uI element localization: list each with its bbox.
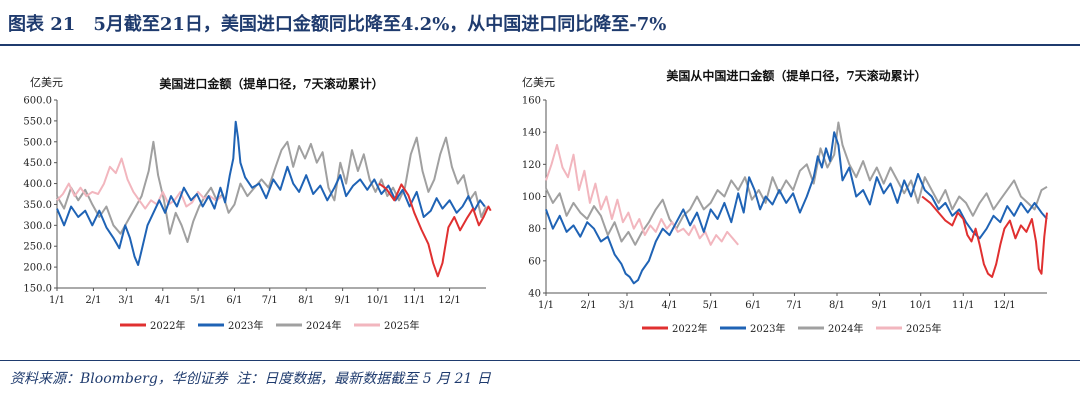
y-tick-label: 150.0 bbox=[23, 284, 52, 295]
x-tick-label: 11/1 bbox=[952, 300, 974, 311]
y-unit-label: 亿美元 bbox=[522, 76, 555, 89]
x-tick-label: 9/1 bbox=[871, 300, 887, 311]
series-line-2023年 bbox=[56, 120, 486, 266]
y-tick-label: 550.0 bbox=[23, 116, 52, 127]
x-tick-label: 4/1 bbox=[661, 300, 677, 311]
legend-label: 2022年 bbox=[150, 319, 185, 332]
source-text: 资料来源：Bloomberg，华创证券 bbox=[10, 371, 228, 387]
series-line-2025年 bbox=[56, 157, 223, 210]
chart-title: 美国进口金额（提单口径，7天滚动累计） bbox=[159, 76, 383, 91]
x-tick-label: 2/1 bbox=[85, 295, 101, 306]
legend-label: 2023年 bbox=[750, 322, 785, 335]
x-tick-label: 9/1 bbox=[335, 295, 351, 306]
us-imports-chart: 亿美元 美国进口金额（提单口径，7天滚动累计） 600.0 550.0 500.0 450… bbox=[23, 76, 492, 332]
note-text: 注：日度数据，最新数据截至 5 月 21 日 bbox=[236, 371, 491, 387]
x-tick-label: 8/1 bbox=[829, 300, 845, 311]
x-tick-label: 12/1 bbox=[438, 295, 460, 306]
x-tick-label: 10/1 bbox=[909, 300, 931, 311]
y-unit-label: 亿美元 bbox=[30, 76, 63, 89]
title-divider bbox=[0, 44, 1080, 46]
y-tick-label: 200.0 bbox=[23, 263, 52, 274]
series-line-2022年 bbox=[378, 182, 492, 278]
x-tick-label: 5/1 bbox=[190, 295, 206, 306]
x-tick-label: 11/1 bbox=[403, 295, 425, 306]
legend-label: 2025年 bbox=[384, 319, 419, 332]
legend-label: 2022年 bbox=[672, 322, 707, 335]
x-tick-label: 4/1 bbox=[155, 295, 171, 306]
x-tick-label: 8/1 bbox=[298, 295, 314, 306]
x-tick-label: 1/1 bbox=[538, 300, 554, 311]
us-imports-from-china-chart: 亿美元 美国从中国进口金额（提单口径，7天滚动累计） 160 140 120 100 80 6… bbox=[522, 68, 1048, 335]
y-tick-label: 60 bbox=[528, 256, 541, 267]
x-tick-label: 12/1 bbox=[993, 300, 1015, 311]
y-tick-label: 450.0 bbox=[23, 158, 52, 169]
y-tick-label: 160 bbox=[522, 96, 541, 107]
x-tick-label: 7/1 bbox=[262, 295, 278, 306]
source-line: 资料来源：Bloomberg，华创证券 注：日度数据，最新数据截至 5 月 21… bbox=[10, 368, 495, 388]
chart-title: 美国从中国进口金额（提单口径，7天滚动累计） bbox=[666, 68, 926, 83]
x-tick-label: 5/1 bbox=[703, 300, 719, 311]
x-tick-label: 10/1 bbox=[367, 295, 389, 306]
x-tick-label: 3/1 bbox=[118, 295, 134, 306]
y-tick-label: 100 bbox=[522, 192, 541, 203]
y-tick-label: 350.0 bbox=[23, 200, 52, 211]
x-tick-label: 6/1 bbox=[226, 295, 242, 306]
x-tick-label: 6/1 bbox=[745, 300, 761, 311]
legend-label: 2025年 bbox=[906, 322, 941, 335]
y-tick-label: 500.0 bbox=[23, 137, 52, 148]
series-line-2024年 bbox=[56, 136, 487, 243]
series-line-2025年 bbox=[545, 144, 739, 246]
legend-label: 2024年 bbox=[828, 322, 863, 335]
y-tick-label: 120 bbox=[522, 160, 541, 171]
x-tick-label: 3/1 bbox=[619, 300, 635, 311]
y-tick-label: 80 bbox=[528, 224, 541, 235]
x-tick-label: 2/1 bbox=[581, 300, 597, 311]
y-tick-label: 40 bbox=[528, 289, 541, 300]
legend-label: 2024年 bbox=[306, 319, 341, 332]
y-tick-label: 600.0 bbox=[23, 96, 52, 107]
legend-label: 2023年 bbox=[228, 319, 263, 332]
series-line-2022年 bbox=[921, 195, 1048, 278]
y-tick-label: 400.0 bbox=[23, 179, 52, 190]
x-tick-label: 7/1 bbox=[786, 300, 802, 311]
y-tick-label: 300.0 bbox=[23, 221, 52, 232]
figure-title: 图表 21 5月截至21日，美国进口金额同比降至4.2%，从中国进口同比降至-7… bbox=[8, 14, 667, 35]
source-divider bbox=[0, 360, 1080, 361]
x-tick-label: 1/1 bbox=[49, 295, 65, 306]
series-line-2023年 bbox=[545, 131, 1048, 285]
y-tick-label: 140 bbox=[522, 128, 541, 139]
series-line-2024年 bbox=[545, 121, 1048, 246]
y-tick-label: 250.0 bbox=[23, 242, 52, 253]
